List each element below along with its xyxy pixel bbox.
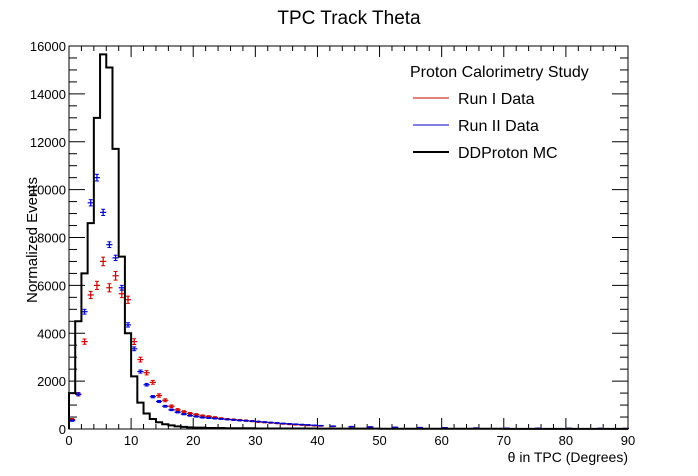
data-point — [280, 422, 287, 425]
data-point — [93, 280, 101, 290]
data-point — [236, 419, 243, 422]
data-point — [162, 398, 169, 403]
y-tick-label: 2000 — [37, 374, 66, 389]
plot-frame — [68, 45, 629, 430]
legend-label: Run II Data — [458, 118, 539, 135]
y-tick-label: 14000 — [30, 87, 66, 102]
data-point — [311, 424, 318, 427]
y-tick-label: 8000 — [37, 231, 66, 246]
data-point — [242, 419, 250, 422]
data-point — [143, 382, 150, 387]
data-point — [292, 423, 299, 426]
data-point — [124, 295, 132, 304]
data-point — [211, 417, 219, 420]
legend-label: Run I Data — [458, 91, 535, 108]
data-point — [131, 338, 138, 346]
x-tick-label: 90 — [621, 433, 635, 448]
data-point — [106, 283, 113, 293]
data-point — [81, 338, 88, 345]
data-point — [286, 423, 293, 425]
y-tick-label: 10000 — [30, 183, 66, 198]
data-point — [149, 395, 156, 399]
x-tick-label: 0 — [65, 433, 72, 448]
data-point — [193, 415, 200, 418]
data-point — [168, 408, 175, 412]
data-point — [205, 416, 212, 420]
data-point — [230, 418, 237, 421]
data-point — [180, 410, 188, 414]
x-tick-label: 40 — [310, 433, 324, 448]
data-point — [106, 241, 113, 249]
data-point — [100, 256, 107, 267]
data-point — [131, 346, 138, 352]
data-point — [93, 173, 101, 182]
data-point — [100, 208, 107, 216]
data-point — [218, 417, 225, 420]
data-point — [112, 254, 119, 261]
data-point — [143, 370, 150, 376]
y-tick-label: 4000 — [37, 326, 66, 341]
x-tick-label: 60 — [434, 433, 448, 448]
x-tick-label: 30 — [248, 433, 262, 448]
data-point — [118, 284, 125, 291]
x-tick-label: 10 — [124, 433, 138, 448]
x-tick-label: 70 — [497, 433, 511, 448]
data-point — [75, 392, 82, 397]
data-point — [174, 408, 181, 412]
data-point — [255, 420, 262, 423]
data-point — [168, 404, 175, 409]
data-point — [267, 421, 274, 424]
x-tick-label: 80 — [559, 433, 573, 448]
data-point — [261, 421, 268, 423]
data-point — [174, 411, 181, 414]
data-point — [273, 422, 281, 424]
legend-label: DDProton MC — [458, 145, 558, 162]
data-point — [249, 420, 256, 423]
data-point — [187, 414, 194, 417]
chart-title: TPC Track Theta — [277, 8, 421, 29]
legend: Proton Calorimetry Study Run I Data Run II… — [410, 64, 589, 162]
data-point — [317, 424, 324, 427]
data-point — [155, 399, 163, 403]
data-point — [137, 369, 144, 374]
data-point — [298, 423, 306, 426]
y-axis-label: Normalized Events — [24, 177, 41, 303]
data-point — [87, 199, 94, 207]
series-line-ddproton-mc — [68, 53, 629, 430]
legend-title: Proton Calorimetry Study — [410, 64, 589, 81]
data-point — [224, 418, 231, 421]
data-point — [149, 379, 156, 385]
data-point — [193, 413, 200, 417]
data-point — [305, 424, 312, 426]
data-point — [162, 404, 169, 408]
data-point — [180, 412, 188, 416]
data-point — [81, 308, 88, 315]
data-point — [112, 270, 119, 281]
data-marks — [68, 53, 629, 430]
data-point — [199, 416, 206, 419]
axes: 0 10 20 30 40 50 60 70 80 90 0 2000 4000 6000 8000 1000… — [30, 39, 635, 448]
data-point — [69, 419, 76, 422]
y-tick-label: 16000 — [30, 39, 66, 54]
data-point — [137, 356, 144, 363]
data-point — [87, 290, 94, 300]
data-point — [124, 322, 132, 328]
x-axis-label: θ in TPC (Degrees) — [508, 449, 628, 465]
x-tick-label: 50 — [372, 433, 386, 448]
y-tick-label: 12000 — [30, 135, 66, 150]
y-tick-label: 6000 — [37, 278, 66, 293]
data-point — [155, 393, 163, 398]
data-point — [187, 411, 194, 415]
y-tick-label: 0 — [59, 422, 66, 437]
x-tick-label: 20 — [186, 433, 200, 448]
